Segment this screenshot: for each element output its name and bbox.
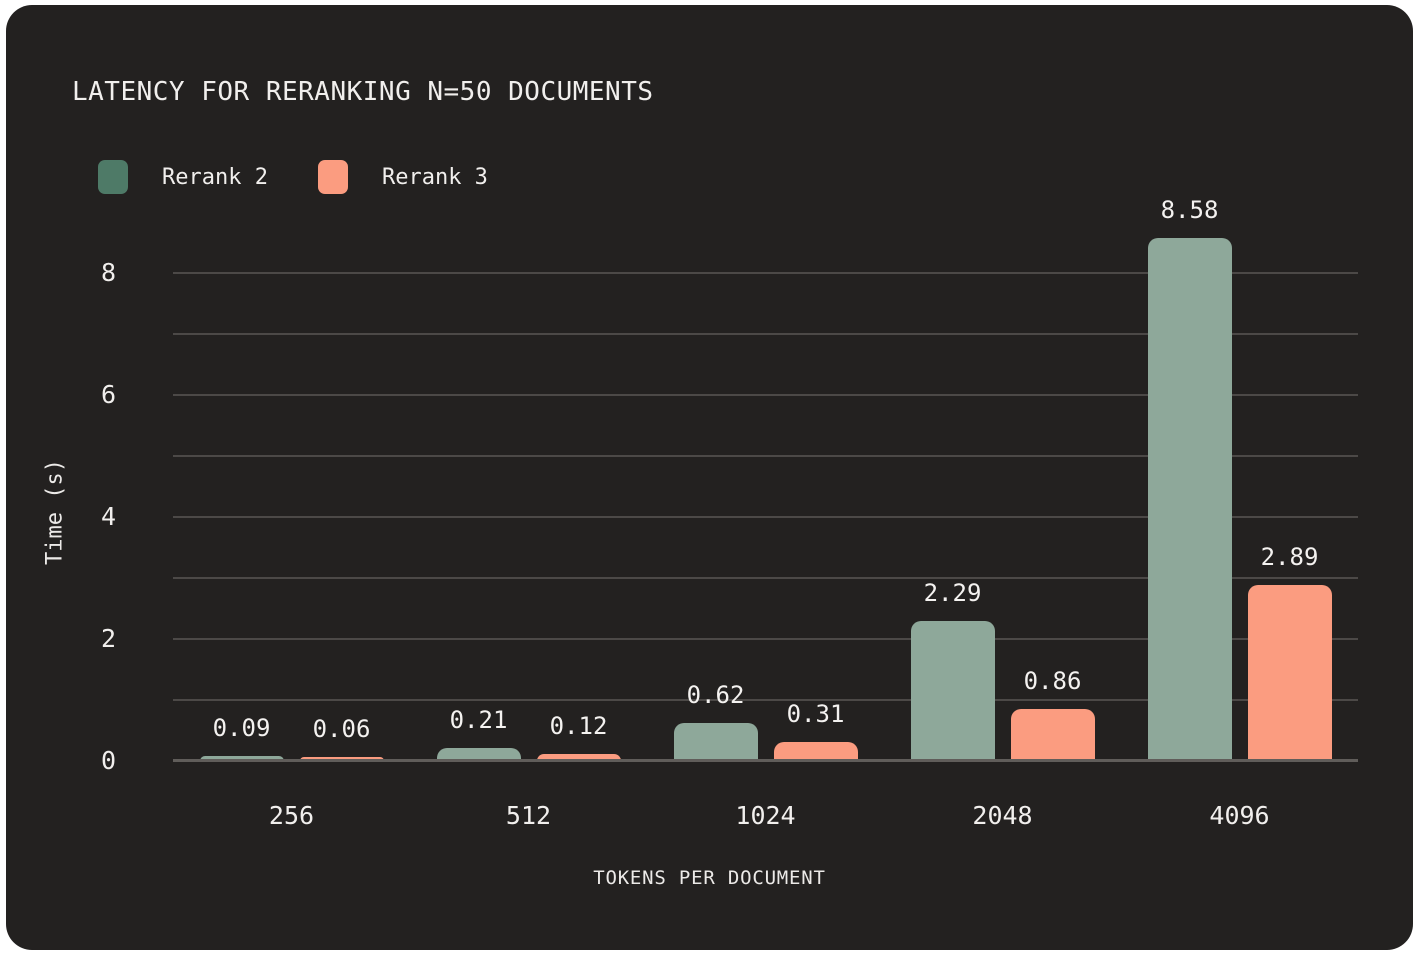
bar-rerank-2	[199, 755, 284, 761]
bar-value-label: 2.89	[1260, 542, 1319, 571]
bar-column: 8.58	[1147, 196, 1232, 761]
legend-swatch-rerank-2	[98, 160, 128, 194]
gridline	[173, 272, 1358, 274]
y-tick-label: 6	[100, 380, 116, 409]
bar-column: 0.09	[199, 212, 284, 761]
bar-column: 2.89	[1247, 212, 1332, 761]
bar-value-label: 0.06	[312, 715, 371, 744]
y-tick-label: 4	[100, 502, 116, 531]
chart-card: LATENCY FOR RERANKING N=50 DOCUMENTS Rer…	[6, 5, 1413, 950]
chart-title: LATENCY FOR RERANKING N=50 DOCUMENTS	[72, 77, 654, 107]
gridline	[173, 516, 1358, 518]
legend-label-rerank-3: Rerank 3	[381, 164, 488, 190]
bar-value-label: 0.31	[786, 700, 845, 729]
bar-column: 0.12	[536, 212, 621, 761]
bar-rerank-3	[1247, 584, 1332, 761]
bar-value-label: 8.58	[1160, 195, 1219, 224]
gridline	[173, 394, 1358, 396]
legend-item-rerank-3: Rerank 3	[317, 160, 488, 194]
x-tick-label: 4096	[1209, 801, 1270, 830]
bar-rerank-2	[673, 723, 758, 761]
bar-group: 0.62 0.31 1024	[647, 212, 884, 830]
bar-groups: 0.09 0.06 256 0.21 0.12 512 0.62 0.31 1024 2.29 0.…	[173, 196, 1358, 830]
x-tick-label: 256	[268, 801, 315, 830]
bar-column: 0.62	[673, 212, 758, 761]
bar-value-label: 0.21	[449, 706, 508, 735]
y-tick-label: 8	[100, 258, 116, 287]
legend-item-rerank-2: Rerank 2	[98, 160, 268, 194]
y-axis-label: Time (s)	[42, 458, 68, 565]
bar-group: 0.21 0.12 512	[410, 212, 647, 830]
bar-value-label: 0.62	[686, 681, 745, 710]
bar-column: 0.31	[773, 212, 858, 761]
x-tick-label: 1024	[735, 801, 796, 830]
bar-rerank-3	[773, 742, 858, 761]
bar-column: 0.86	[1010, 212, 1095, 761]
bar-column: 0.06	[299, 212, 384, 761]
bar-value-label: 2.29	[923, 579, 982, 608]
legend: Rerank 2 Rerank 3	[98, 160, 488, 194]
gridline	[173, 577, 1358, 579]
plot-area: Time (s) 0.09 0.06 256 0.21 0.12 512 0.62 0.31 1…	[43, 196, 1358, 830]
bar-rerank-2	[910, 621, 995, 761]
gridline	[173, 699, 1358, 701]
bar-group: 2.29 0.86 2048	[884, 212, 1121, 830]
x-axis-line	[173, 759, 1358, 762]
gridline	[173, 455, 1358, 457]
bar-group: 8.58 2.89 4096	[1121, 196, 1358, 830]
bar-column: 0.21	[436, 212, 521, 761]
gridline	[173, 638, 1358, 640]
bar-group: 0.09 0.06 256	[173, 212, 410, 830]
bar-value-label: 0.12	[549, 711, 608, 740]
y-tick-label: 2	[100, 624, 116, 653]
y-tick-label: 0	[100, 746, 116, 775]
x-axis-label: TOKENS PER DOCUMENT	[593, 867, 826, 889]
bar-value-label: 0.86	[1023, 666, 1082, 695]
bar-rerank-3	[536, 753, 621, 761]
legend-label-rerank-2: Rerank 2	[162, 164, 268, 190]
bar-rerank-2	[436, 748, 521, 761]
bar-rerank-3	[1010, 708, 1095, 761]
x-tick-label: 2048	[972, 801, 1033, 830]
x-tick-label: 512	[505, 801, 552, 830]
legend-swatch-rerank-3	[317, 160, 348, 194]
bar-rerank-2	[1147, 237, 1232, 761]
bar-value-label: 0.09	[212, 713, 271, 742]
gridline	[173, 333, 1358, 335]
bar-column: 2.29	[910, 212, 995, 761]
